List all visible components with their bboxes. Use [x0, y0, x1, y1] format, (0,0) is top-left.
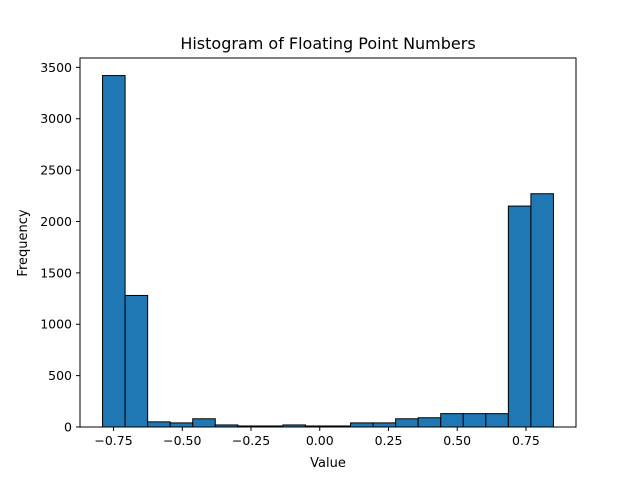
x-tick-label: 0.50: [443, 433, 471, 448]
x-tick-label: −0.25: [232, 433, 270, 448]
histogram-bar: [124, 294, 149, 428]
bars-group: [102, 75, 554, 428]
plot-frame: [79, 57, 577, 428]
y-tick-label: 500: [48, 368, 72, 383]
histogram-bar: [169, 422, 194, 428]
histogram-bar: [485, 413, 509, 428]
y-tick-label: 1500: [40, 265, 72, 280]
chart-title: Histogram of Floating Point Numbers: [180, 34, 475, 53]
histogram-bar: [395, 418, 419, 428]
histogram-bar: [440, 413, 464, 428]
y-tick-label: 2000: [40, 214, 72, 229]
histogram-bar: [507, 205, 532, 428]
histogram-bar: [192, 418, 216, 428]
x-tick-label: 0.00: [306, 433, 334, 448]
histogram-bar: [530, 193, 554, 428]
y-tick-label: 2500: [40, 163, 72, 178]
histogram-bar: [417, 417, 442, 428]
x-tick-label: −0.75: [94, 433, 132, 448]
x-tick-label: 0.25: [375, 433, 403, 448]
histogram-bar: [147, 421, 171, 428]
histogram-bar: [372, 422, 397, 428]
y-tick-label: 3500: [40, 60, 72, 75]
x-tick-label: −0.50: [163, 433, 201, 448]
histogram-bar: [350, 422, 374, 428]
x-tick-label: 0.75: [512, 433, 540, 448]
histogram-bar: [462, 413, 487, 428]
y-axis: 0 500 1000 1500 2000 2500 3000 3500: [40, 60, 80, 435]
y-axis-label: Frequency: [16, 209, 31, 276]
x-axis: −0.75 −0.50 −0.25 0.00 0.25 0.50 0.75: [94, 427, 540, 448]
y-tick-label: 1000: [40, 317, 72, 332]
y-tick-label: 3000: [40, 111, 72, 126]
histogram-bar: [102, 75, 126, 428]
y-tick-label: 0: [64, 420, 72, 435]
x-axis-label: Value: [310, 456, 346, 471]
